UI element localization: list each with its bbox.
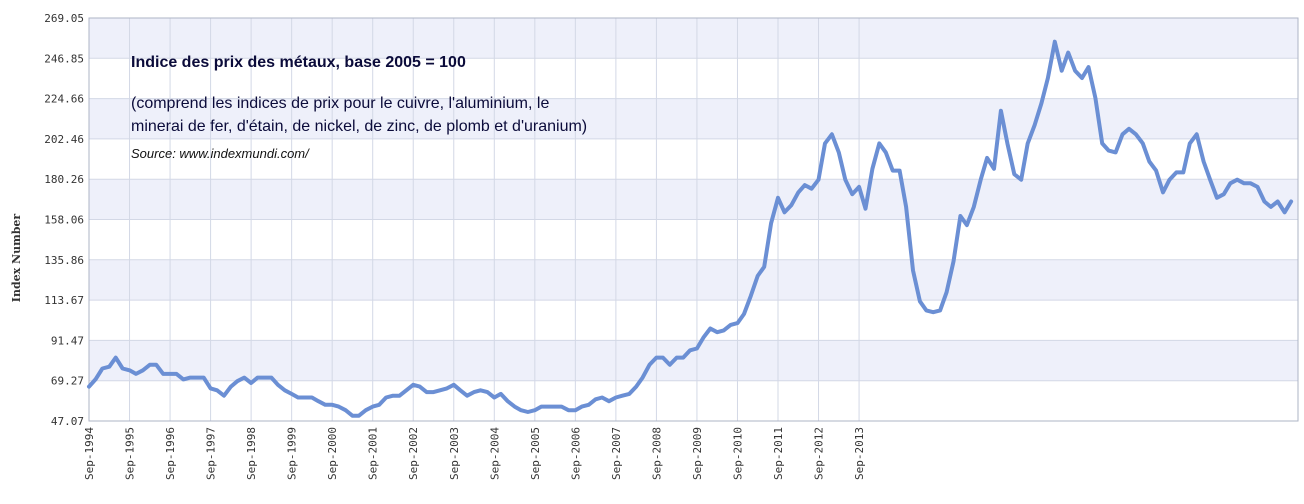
grid-band	[89, 18, 1298, 59]
x-tick-label: Sep-2013	[853, 427, 866, 480]
grid-band	[89, 300, 1298, 341]
x-tick-label: Sep-2010	[731, 427, 744, 480]
x-tick-label: Sep-2008	[650, 427, 663, 480]
plot-area-frame	[88, 17, 1299, 422]
annotation-box: Indice des prix des métaux, base 2005 = …	[131, 54, 587, 161]
x-tick-label: Sep-2011	[772, 427, 785, 480]
x-tick-label: Sep-2001	[367, 427, 380, 480]
x-tick-label: Sep-1995	[124, 427, 137, 480]
y-tick-label: 91.47	[51, 334, 84, 347]
y-tick-label: 269.05	[44, 12, 84, 25]
y-tick-label: 47.07	[51, 415, 84, 428]
y-tick-label: 113.67	[44, 294, 84, 307]
grid-band	[89, 340, 1298, 381]
x-tick-label: Sep-2005	[529, 427, 542, 480]
chart-subtitle-line-1: (comprend les indices de prix pour le cu…	[131, 95, 549, 112]
x-tick-label: Sep-1997	[205, 427, 218, 480]
alternating-bands	[89, 18, 1298, 421]
x-tick-label: Sep-2006	[569, 427, 582, 480]
x-tick-label: Sep-2009	[691, 427, 704, 480]
grid-band	[89, 138, 1298, 180]
x-tick-label: Sep-2012	[813, 427, 826, 480]
y-tick-label: 202.46	[44, 133, 84, 146]
x-tick-label: Sep-2004	[488, 427, 501, 480]
y-tick-label: 246.85	[44, 52, 84, 65]
series-line	[87, 39, 1294, 418]
x-axis-ticks: Sep-1994 Sep-1995 Sep-1996 Sep-1997 Sep-1998…	[83, 427, 866, 480]
y-tick-label: 180.26	[44, 173, 84, 186]
x-tick-label: Sep-2002	[407, 427, 420, 480]
y-tick-label: 69.27	[51, 375, 84, 388]
chart-title: Indice des prix des métaux, base 2005 = …	[131, 54, 466, 71]
x-tick-label: Sep-2007	[610, 427, 623, 480]
y-tick-label: 135.86	[44, 254, 84, 267]
series-lines	[87, 39, 1294, 418]
grid-band	[89, 380, 1298, 421]
chart-source: Source: www.indexmundi.com/	[131, 146, 310, 161]
y-tick-label: 158.06	[44, 214, 84, 227]
x-tick-label: Sep-1999	[286, 427, 299, 480]
y-axis-label: Index Number	[10, 214, 23, 303]
grid-band	[89, 219, 1298, 260]
x-tick-label: Sep-2003	[448, 427, 461, 480]
grid-band	[89, 259, 1298, 301]
x-tick-label: Sep-1996	[164, 427, 177, 480]
y-axis-ticks: 269.05 246.85 224.66 202.46 180.26 158.06 135.…	[44, 12, 84, 428]
grid-band	[89, 179, 1298, 220]
y-tick-label: 224.66	[44, 93, 84, 106]
grid-band	[89, 58, 1298, 99]
x-tick-label: Sep-1994	[83, 427, 96, 480]
x-tick-label: Sep-1998	[245, 427, 258, 480]
x-tick-label: Sep-2000	[326, 427, 339, 480]
chart-subtitle-line-2: minerai de fer, d'étain, de nickel, de z…	[131, 118, 587, 135]
